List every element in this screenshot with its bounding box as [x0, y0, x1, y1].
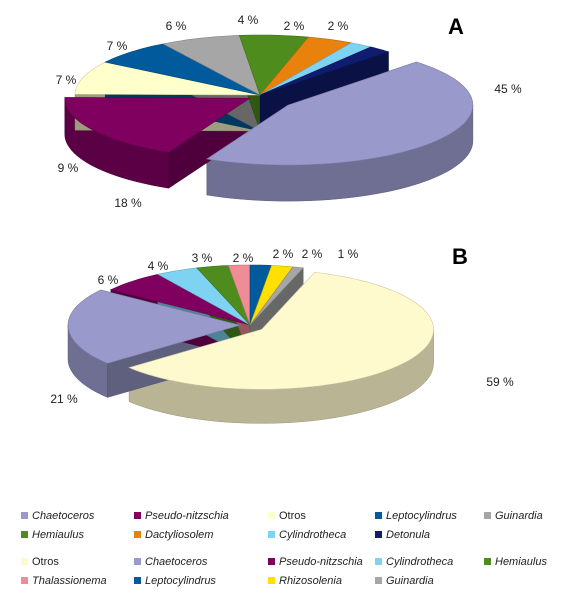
pct-label-otros: 59 % [486, 375, 514, 389]
pct-label-guinardia: 1 % [338, 247, 359, 261]
slice-guinardia [162, 35, 261, 96]
legend-swatch-chaetoceros [134, 558, 141, 565]
legend-label-otros: Otros [32, 556, 59, 568]
legend-label-pseudo-nitzschia: Pseudo-nitzschia [279, 556, 363, 568]
legend-label-rhizosolenia: Rhizosolenia [279, 575, 342, 587]
legend-swatch-thalassionema [21, 577, 28, 584]
legend-swatch-leptocylindrus [134, 577, 141, 584]
legend-swatch-guinardia [375, 577, 382, 584]
panel-letter-a: A [448, 14, 464, 39]
legend-label-leptocylindrus: Leptocylindrus [386, 510, 457, 522]
legend-label-cylindrotheca: Cylindrotheca [279, 529, 346, 541]
pie-chart-a: 45 % 18 % 9 % 7 % 7 % 6 % 4 % 2 % 2 % [56, 13, 522, 210]
legend-swatch-rhizosolenia [268, 577, 275, 584]
slice-hemiaulus [238, 34, 310, 96]
pct-label-cylindrotheca: 2 % [284, 19, 305, 33]
slice-chaetoceros [205, 61, 474, 166]
legend-swatch-guinardia [484, 512, 491, 519]
pct-label-hemiaulus: 3 % [192, 251, 213, 265]
legend-swatch-leptocylindrus [375, 512, 382, 519]
legend-label-dactyliosolem: Dactyliosolem [145, 529, 213, 541]
pct-label-rhizosolenia: 2 % [302, 247, 323, 261]
slice-hemiaulus [196, 265, 251, 326]
legend-label-pseudo-nitzschia: Pseudo-nitzschia [145, 510, 229, 522]
legend-label-detonula: Detonula [386, 529, 430, 541]
slice-otros [74, 61, 261, 96]
slice-cylindrotheca [156, 267, 251, 326]
slice-guinardia [249, 266, 304, 326]
legend-swatch-otros [268, 512, 275, 519]
legend-label-cylindrotheca: Cylindrotheca [386, 556, 453, 568]
pct-label-dactyliosolem: 4 % [238, 13, 259, 27]
slice-detonula [259, 46, 390, 96]
legend-b: Otros Chaetoceros Pseudo-nitzschia Cylindro… [21, 556, 547, 587]
legend-swatch-chaetoceros [21, 512, 28, 519]
pct-label-cylindrotheca: 4 % [148, 259, 169, 273]
pct-label-chaetoceros: 21 % [50, 392, 78, 406]
legend-label-guinardia: Guinardia [386, 575, 434, 587]
legend-label-chaetoceros: Chaetoceros [145, 556, 208, 568]
legend-swatch-dactyliosolem [134, 531, 141, 538]
pct-label-thalassionema: 2 % [233, 251, 254, 265]
slice-thalassionema [227, 264, 251, 326]
legend-label-hemiaulus: Hemiaulus [32, 529, 84, 541]
legend-label-leptocylindrus: Leptocylindrus [145, 575, 216, 587]
slice-dactyliosolem [259, 36, 353, 96]
pct-label-pseudo-nitzschia: 18 % [114, 196, 142, 210]
pct-label-guinardia: 7 % [107, 39, 128, 53]
legend-swatch-cylindrotheca [268, 531, 275, 538]
slice-pseudo-nitzschia [64, 97, 251, 153]
legend-label-otros: Otros [279, 510, 306, 522]
legend-label-thalassionema: Thalassionema [32, 575, 107, 587]
pct-label-leptocylindrus: 2 % [273, 247, 294, 261]
slice-cylindrotheca [259, 42, 372, 96]
legend-a: Chaetoceros Pseudo-nitzschia Otros Leptocyl… [21, 510, 543, 541]
pct-label-leptocylindrus: 7 % [56, 73, 77, 87]
slice-pseudo-nitzschia [109, 273, 251, 326]
slice-otros [128, 271, 434, 390]
pct-label-otros: 9 % [58, 161, 79, 175]
legend-swatch-pseudo-nitzschia [134, 512, 141, 519]
pct-label-chaetoceros: 45 % [494, 82, 522, 96]
pct-label-detonula: 2 % [328, 19, 349, 33]
legend-swatch-hemiaulus [21, 531, 28, 538]
pie-chart-b: 59 % 21 % 6 % 4 % 3 % 2 % 2 % 2 % 1 % [50, 247, 514, 424]
pct-label-pseudo-nitzschia: 6 % [98, 273, 119, 287]
legend-swatch-otros [21, 558, 28, 565]
legend-swatch-hemiaulus [484, 558, 491, 565]
slice-chaetoceros [67, 289, 242, 364]
slice-leptocylindrus [104, 43, 261, 96]
legend-label-guinardia: Guinardia [495, 510, 543, 522]
panel-letter-b: B [452, 244, 468, 269]
pct-label-hemiaulus: 6 % [166, 19, 187, 33]
legend-label-chaetoceros: Chaetoceros [32, 510, 95, 522]
legend-swatch-cylindrotheca [375, 558, 382, 565]
legend-label-hemiaulus: Hemiaulus [495, 556, 547, 568]
legend-swatch-detonula [375, 531, 382, 538]
legend-swatch-pseudo-nitzschia [268, 558, 275, 565]
